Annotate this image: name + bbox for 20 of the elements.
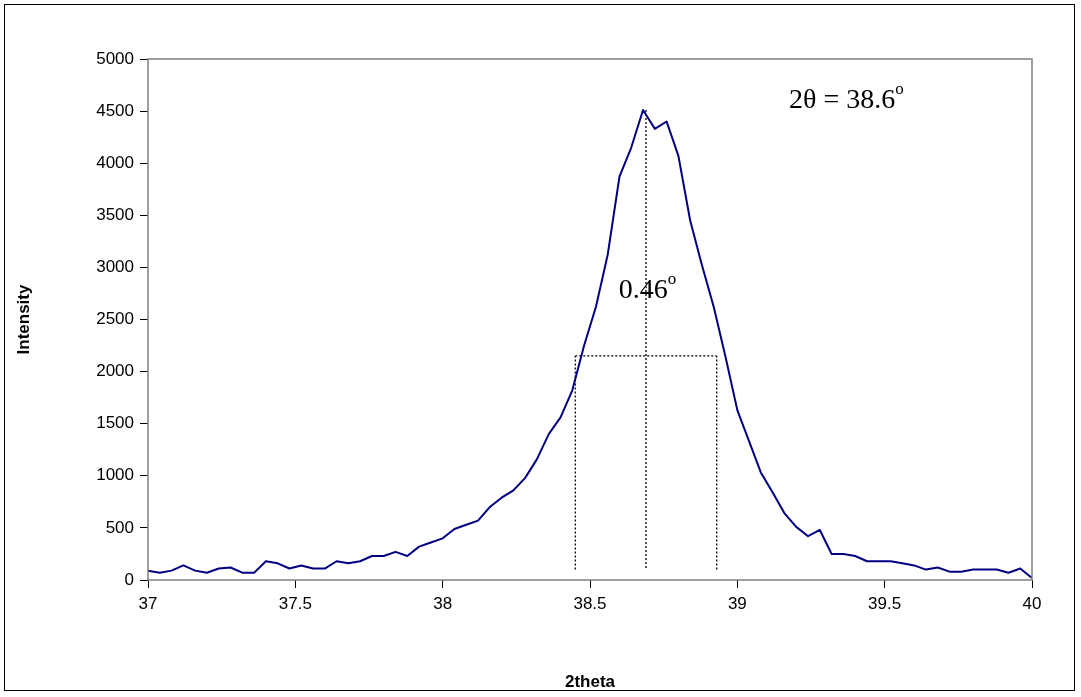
- y-axis-title: Intensity: [13, 284, 33, 355]
- x-tick-label: 39.5: [868, 593, 902, 613]
- y-tick-label: 0: [124, 569, 134, 589]
- y-tick-label: 5000: [96, 48, 134, 68]
- x-tick-label: 37: [138, 593, 158, 613]
- y-tick-label: 2500: [96, 309, 134, 329]
- y-tick-label: 4500: [96, 100, 134, 120]
- y-tick-label: 1000: [96, 465, 134, 485]
- y-tick-label: 500: [105, 517, 134, 537]
- y-tick-label: 2000: [96, 361, 134, 381]
- y-tick-label: 4000: [96, 152, 134, 172]
- x-tick-label: 37.5: [278, 593, 312, 613]
- x-tick-label: 40: [1022, 593, 1042, 613]
- y-tick-label: 1500: [96, 413, 134, 433]
- x-tick-label: 38: [433, 593, 453, 613]
- x-axis-title: 2theta: [564, 672, 616, 692]
- y-tick-label: 3000: [96, 257, 134, 277]
- x-tick-label: 39: [727, 593, 747, 613]
- x-tick-label: 38.5: [573, 593, 607, 613]
- y-tick-label: 3500: [96, 204, 134, 224]
